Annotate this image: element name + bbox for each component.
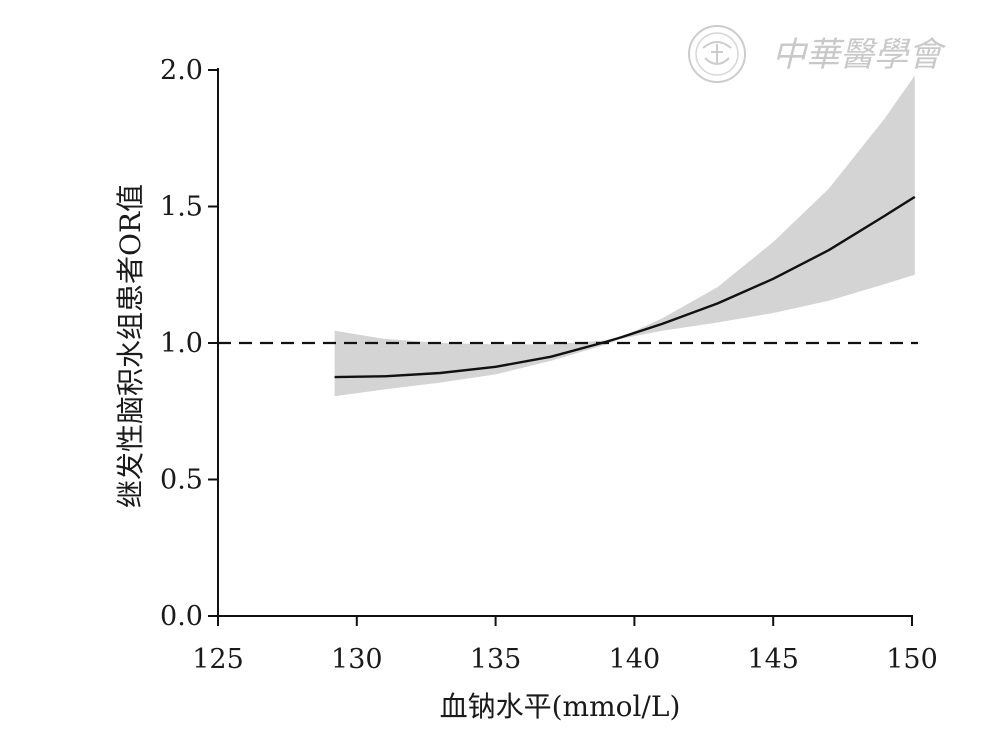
y-axis-title: 继发性脑积水组患者OR值 <box>114 184 147 508</box>
watermark-text: 中華醫學會 <box>772 35 947 75</box>
x-tick-label: 140 <box>609 644 661 675</box>
x-axis-title: 血钠水平(mmol/L) <box>440 690 681 723</box>
watermark-seal-icon <box>688 25 746 83</box>
x-tick-label: 135 <box>470 644 522 675</box>
x-tick-label: 125 <box>192 644 244 675</box>
x-tick-label: 145 <box>747 644 799 675</box>
watermark: 中華醫學會 <box>688 25 947 83</box>
y-tick-label: 2.0 <box>160 55 203 86</box>
y-tick-label: 1.0 <box>160 328 203 359</box>
y-tick-label: 0.0 <box>160 601 203 632</box>
confidence-band <box>334 75 915 397</box>
x-tick-label: 150 <box>886 644 938 675</box>
y-tick-label: 0.5 <box>160 465 203 496</box>
series-line <box>334 195 916 379</box>
plot-area: 0.0 0.5 1.0 1.5 2.0 125 130 135 140 145 150 <box>160 55 938 675</box>
y-tick-label: 1.5 <box>160 192 203 223</box>
x-tick-label: 130 <box>331 644 383 675</box>
